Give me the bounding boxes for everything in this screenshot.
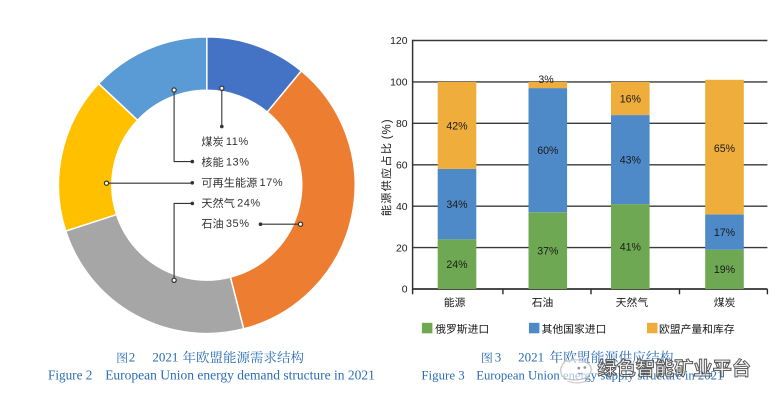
svg-text:60: 60 [396,161,408,172]
svg-text:11%: 11% [226,136,249,148]
svg-text:2: 2 [129,349,136,364]
svg-text:3: 3 [495,349,502,364]
svg-text:24%: 24% [237,198,261,210]
svg-text:2021: 2021 [518,349,544,364]
svg-text:17%: 17% [260,177,284,189]
svg-text:35%: 35% [226,218,250,230]
svg-text:European Union energy demand s: European Union energy demand structure i… [105,368,375,383]
svg-text:(%): (%) [381,118,393,139]
svg-text:43%: 43% [620,155,642,167]
svg-text:19%: 19% [714,264,736,276]
svg-text:80: 80 [396,119,408,130]
svg-text:16%: 16% [620,93,642,105]
svg-text:24%: 24% [446,259,468,271]
svg-text:65%: 65% [714,143,736,155]
svg-text:2021: 2021 [152,349,178,364]
svg-text:13%: 13% [226,157,250,169]
svg-text:100: 100 [390,78,408,89]
svg-text:37%: 37% [537,246,559,258]
svg-text:34%: 34% [446,199,468,211]
svg-text:Figure 3: Figure 3 [421,369,464,383]
svg-text:3%: 3% [538,74,554,86]
svg-text:60%: 60% [537,145,559,157]
svg-text:42%: 42% [446,120,468,132]
svg-text:41%: 41% [620,241,642,253]
svg-text:Figure 2: Figure 2 [48,368,92,383]
svg-text:120: 120 [390,36,408,47]
svg-text:17%: 17% [714,227,736,239]
svg-text:0: 0 [402,285,408,296]
svg-text:20: 20 [396,243,408,254]
svg-text:40: 40 [396,202,408,213]
